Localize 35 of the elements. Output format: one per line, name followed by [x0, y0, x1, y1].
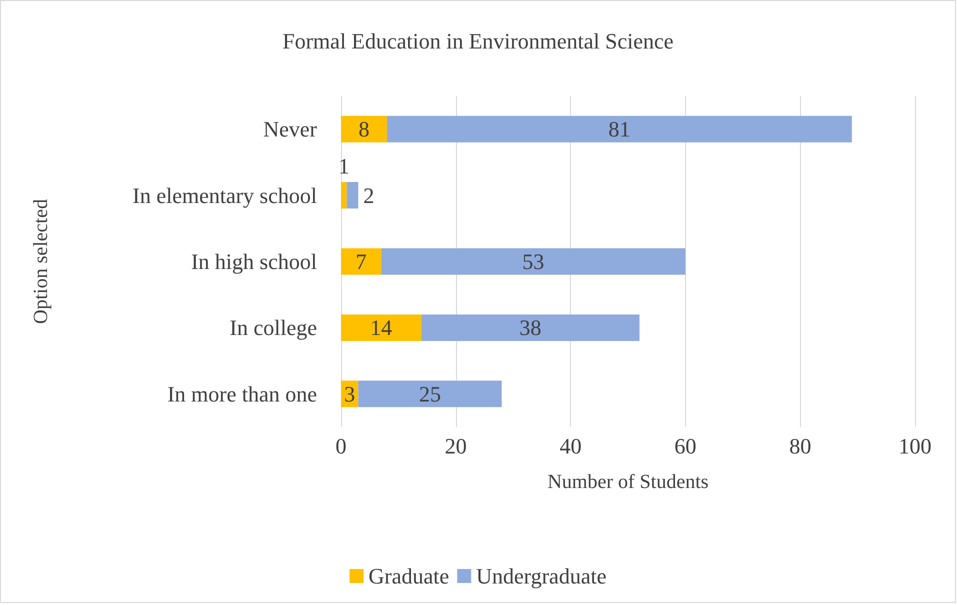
data-label: 2	[363, 182, 374, 208]
x-axis-title: Number of Students	[547, 471, 709, 493]
data-label: 53	[522, 249, 544, 274]
x-tick-label: 40	[560, 434, 582, 458]
data-label: 1	[338, 154, 350, 179]
y-tick-label: In college	[230, 315, 317, 340]
data-label: 3	[344, 381, 356, 406]
bar	[381, 248, 686, 275]
x-tick-label: 100	[898, 434, 932, 458]
data-label: 7	[356, 249, 367, 274]
data-label: 81	[608, 116, 630, 142]
y-tick-label: In more than one	[167, 381, 317, 406]
bar	[341, 248, 382, 275]
y-tick-label: Never	[263, 116, 318, 142]
data-label: 38	[519, 315, 542, 340]
x-tick-label: 60	[674, 434, 696, 458]
data-label: 25	[418, 381, 441, 406]
y-tick-label: In high school	[191, 249, 317, 274]
legend-label: Graduate	[368, 564, 450, 588]
data-label: 8	[358, 116, 370, 142]
bar	[358, 380, 502, 408]
y-axis-title: Option selected	[30, 199, 52, 324]
legend-label: Undergraduate	[476, 564, 606, 588]
bar	[421, 314, 640, 341]
x-tick-label: 20	[444, 434, 467, 458]
bar	[386, 116, 852, 142]
x-tick-label: 0	[336, 434, 346, 458]
bar	[346, 182, 358, 209]
data-label: 14	[370, 315, 392, 340]
x-tick-label: 80	[789, 434, 812, 458]
y-tick-label: In elementary school	[132, 182, 317, 208]
bar	[341, 314, 422, 341]
bar	[341, 182, 347, 209]
bar	[341, 116, 387, 142]
chart-title: Formal Education in Environmental Science	[282, 28, 674, 54]
